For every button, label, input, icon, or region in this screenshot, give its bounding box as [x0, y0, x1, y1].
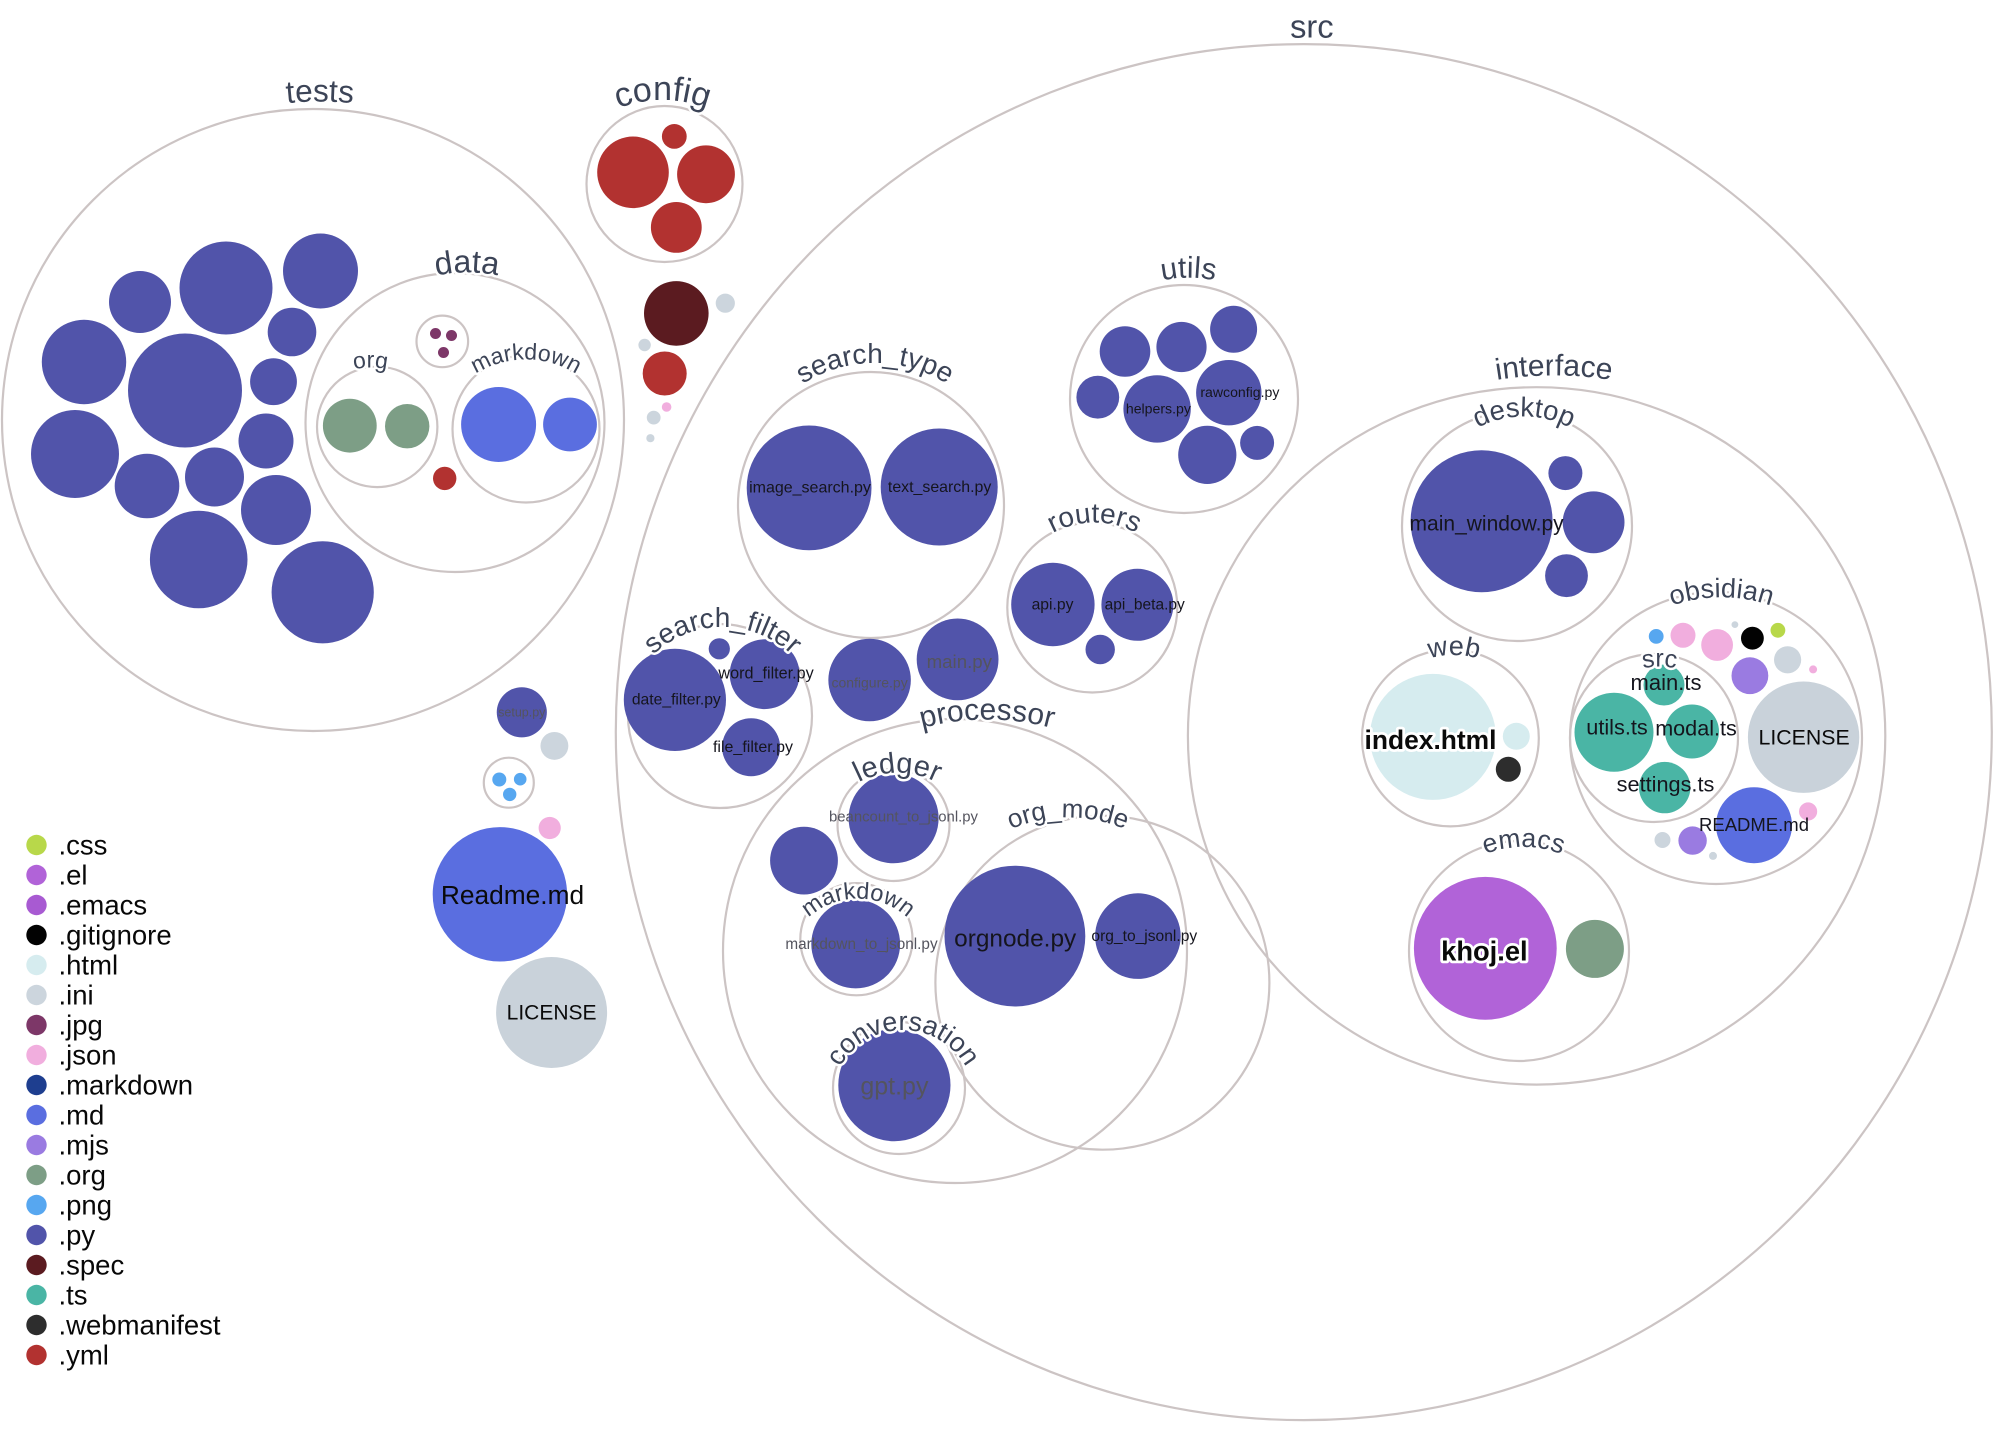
- svg-text:tests: tests: [284, 72, 355, 110]
- svg-text:image_search.py: image_search.py: [749, 480, 871, 497]
- svg-text:rawconfig.py: rawconfig.py: [1200, 384, 1280, 400]
- svg-text:LICENSE: LICENSE: [507, 1001, 597, 1024]
- svg-text:.yml: .yml: [59, 1340, 109, 1371]
- svg-text:khoj.el: khoj.el: [1441, 936, 1527, 967]
- svg-text:markdown_to_jsonl.py: markdown_to_jsonl.py: [785, 936, 938, 953]
- svg-text:.png: .png: [59, 1190, 113, 1221]
- svg-text:.ini: .ini: [59, 980, 94, 1011]
- svg-text:.el: .el: [59, 860, 88, 891]
- svg-text:.mjs: .mjs: [59, 1130, 109, 1161]
- svg-text:beancount_to_jsonl.py: beancount_to_jsonl.py: [829, 809, 979, 825]
- svg-text:.jpg: .jpg: [59, 1010, 103, 1041]
- svg-text:word_filter.py: word_filter.py: [717, 665, 814, 683]
- svg-text:orgnode.py: orgnode.py: [954, 926, 1077, 953]
- svg-text:utils.ts: utils.ts: [1586, 715, 1648, 740]
- svg-text:README.md: README.md: [1699, 814, 1809, 835]
- svg-text:setup.py: setup.py: [498, 706, 546, 720]
- svg-text:.org: .org: [59, 1160, 106, 1191]
- svg-text:date_filter.py: date_filter.py: [632, 691, 721, 708]
- svg-text:.webmanifest: .webmanifest: [59, 1310, 221, 1341]
- svg-text:utils: utils: [1158, 252, 1219, 288]
- svg-text:main.py: main.py: [927, 651, 993, 672]
- svg-text:main_window.py: main_window.py: [1410, 513, 1565, 536]
- svg-text:src: src: [1640, 644, 1679, 674]
- svg-text:index.html: index.html: [1365, 725, 1497, 755]
- svg-text:.md: .md: [59, 1100, 105, 1131]
- svg-text:main.ts: main.ts: [1631, 670, 1702, 695]
- svg-text:.py: .py: [59, 1220, 96, 1251]
- svg-text:org: org: [351, 347, 390, 375]
- svg-text:data: data: [432, 243, 503, 282]
- svg-text:.spec: .spec: [59, 1250, 125, 1281]
- svg-text:Readme.md: Readme.md: [441, 880, 584, 910]
- svg-text:.html: .html: [59, 950, 119, 981]
- svg-text:.emacs: .emacs: [59, 890, 148, 921]
- svg-text:file_filter.py: file_filter.py: [713, 739, 793, 756]
- svg-text:.json: .json: [59, 1040, 117, 1071]
- svg-text:text_search.py: text_search.py: [888, 479, 991, 496]
- svg-text:org_to_jsonl.py: org_to_jsonl.py: [1091, 928, 1197, 945]
- svg-text:gpt.py: gpt.py: [860, 1073, 929, 1101]
- svg-text:.css: .css: [59, 830, 108, 861]
- svg-text:helpers.py: helpers.py: [1126, 401, 1192, 417]
- svg-text:src: src: [1290, 9, 1334, 45]
- svg-text:web: web: [1424, 631, 1483, 664]
- svg-text:LICENSE: LICENSE: [1759, 725, 1850, 749]
- svg-text:modal.ts: modal.ts: [1655, 716, 1737, 741]
- svg-text:configure.py: configure.py: [831, 675, 907, 691]
- svg-text:.gitignore: .gitignore: [59, 920, 172, 951]
- svg-text:api.py: api.py: [1032, 596, 1074, 613]
- svg-text:.ts: .ts: [59, 1280, 88, 1311]
- svg-text:.markdown: .markdown: [59, 1070, 194, 1101]
- svg-text:api_beta.py: api_beta.py: [1105, 596, 1185, 613]
- svg-text:interface: interface: [1493, 349, 1615, 387]
- svg-text:settings.ts: settings.ts: [1617, 772, 1715, 797]
